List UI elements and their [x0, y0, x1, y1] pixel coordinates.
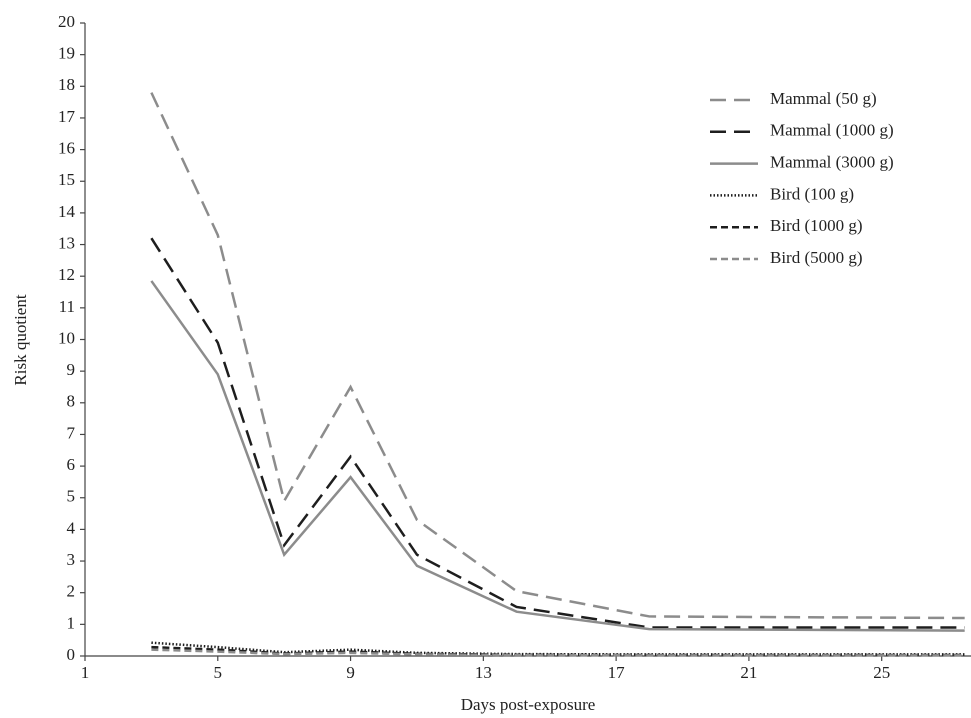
x-tick-label: 5 [214, 663, 223, 682]
x-tick-label: 9 [346, 663, 355, 682]
x-tick-label: 25 [873, 663, 890, 682]
y-tick-label: 10 [58, 328, 75, 347]
y-tick-label: 9 [67, 360, 76, 379]
y-tick-label: 14 [58, 202, 76, 221]
y-tick-label: 13 [58, 233, 75, 252]
y-tick-label: 5 [67, 487, 76, 506]
y-tick-label: 3 [67, 550, 76, 569]
x-tick-label: 17 [608, 663, 626, 682]
y-tick-label: 11 [59, 297, 75, 316]
legend-label: Mammal (1000 g) [770, 121, 894, 140]
y-tick-label: 12 [58, 265, 75, 284]
y-tick-label: 4 [67, 518, 76, 537]
y-tick-label: 7 [67, 423, 76, 442]
series-line [150, 92, 965, 620]
y-tick-label: 19 [58, 44, 75, 63]
x-tick-label: 13 [475, 663, 492, 682]
y-tick-label: 20 [58, 12, 75, 31]
y-tick-label: 2 [67, 582, 76, 601]
x-axis-label: Days post-exposure [461, 695, 596, 714]
legend-label: Bird (100 g) [770, 184, 854, 203]
x-tick-label: 1 [81, 663, 90, 682]
y-tick-label: 15 [58, 170, 75, 189]
series-line [150, 280, 965, 632]
legend-label: Mammal (50 g) [770, 89, 877, 108]
y-tick-label: 16 [58, 139, 75, 158]
y-tick-label: 8 [67, 392, 76, 411]
y-tick-label: 17 [58, 107, 76, 126]
legend-label: Bird (5000 g) [770, 248, 863, 267]
y-axis-label: Risk quotient [11, 294, 30, 385]
y-tick-label: 18 [58, 75, 75, 94]
x-tick-label: 21 [740, 663, 757, 682]
series-line [151, 648, 965, 657]
legend-label: Bird (1000 g) [770, 216, 863, 235]
y-tick-label: 1 [67, 613, 76, 632]
y-tick-label: 6 [67, 455, 76, 474]
legend-label: Mammal (3000 g) [770, 153, 894, 172]
series-line [150, 237, 965, 629]
y-tick-label: 0 [67, 645, 76, 664]
